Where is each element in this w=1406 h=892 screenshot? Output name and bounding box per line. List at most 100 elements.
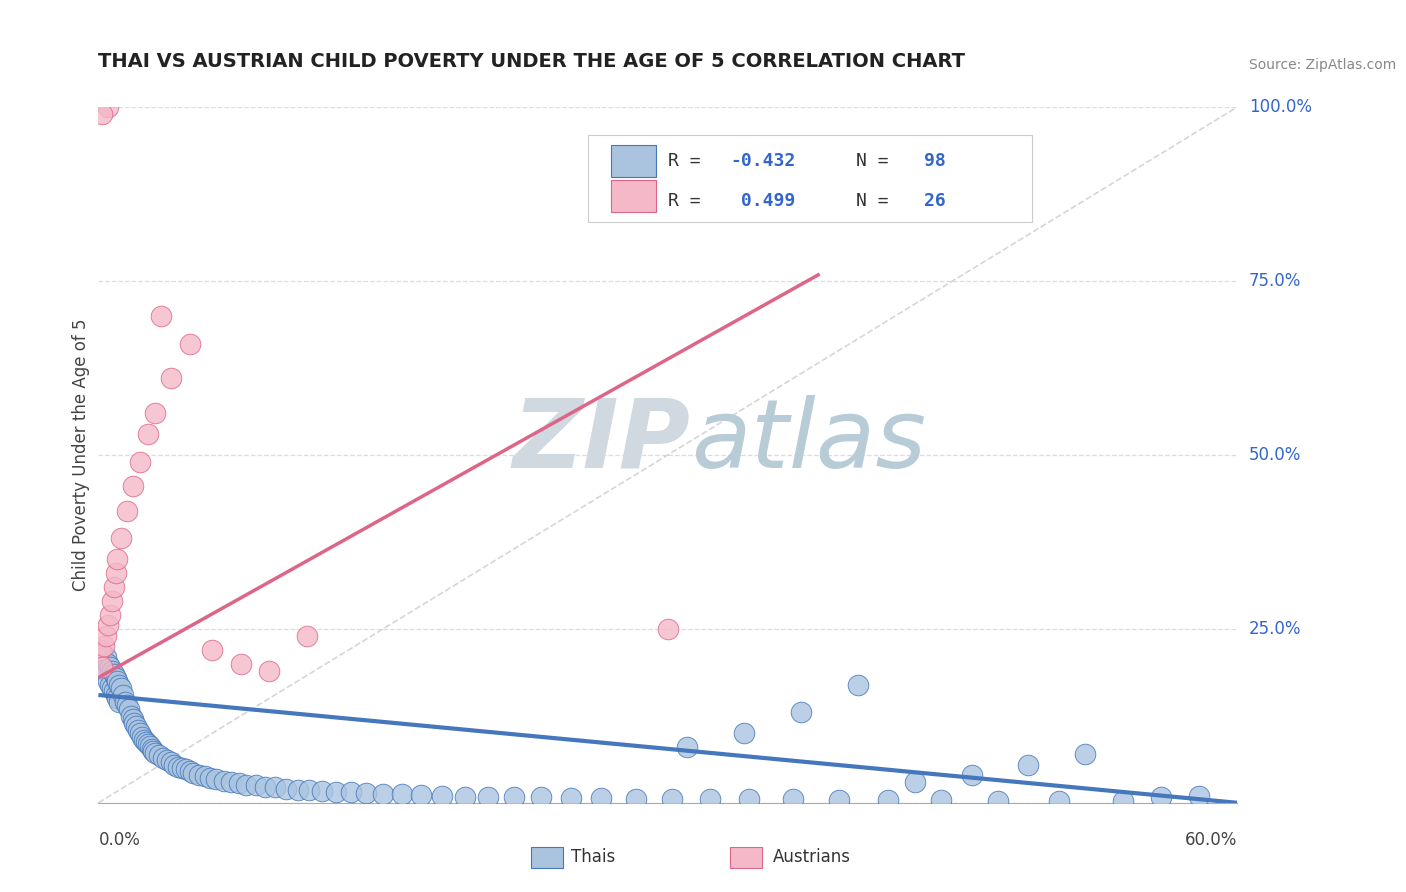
Point [904, 775, 927, 789]
Text: R =: R = [668, 192, 711, 210]
Text: N =: N = [856, 152, 900, 169]
Point [89, 642, 111, 657]
Point [259, 664, 281, 678]
Point [142, 744, 165, 758]
Point [170, 761, 193, 775]
Point [150, 309, 173, 323]
Point [107, 691, 129, 706]
Text: ZIP: ZIP [513, 394, 690, 488]
Point [97, 100, 120, 114]
Point [929, 793, 952, 807]
Point [325, 785, 347, 799]
Point [298, 783, 321, 797]
Point [91, 107, 114, 121]
Point [430, 789, 453, 803]
Point [89, 642, 111, 657]
Point [107, 674, 129, 689]
Text: 26: 26 [924, 192, 946, 210]
Point [100, 681, 122, 695]
Text: 0.0%: 0.0% [98, 830, 141, 848]
Point [93, 653, 115, 667]
Point [733, 726, 755, 740]
Point [145, 746, 167, 760]
Point [94, 629, 117, 643]
Bar [612, 180, 657, 212]
Point [264, 780, 287, 795]
Point [98, 660, 121, 674]
Point [124, 715, 146, 730]
Point [156, 753, 179, 767]
Point [115, 503, 138, 517]
Point [235, 778, 257, 792]
Point [254, 780, 277, 794]
Point [127, 723, 149, 737]
Point [245, 778, 267, 793]
Point [229, 657, 252, 671]
Point [131, 730, 153, 744]
Text: 98: 98 [924, 152, 946, 169]
Point [846, 677, 869, 691]
Text: -0.432: -0.432 [731, 152, 796, 169]
Point [121, 479, 143, 493]
Point [782, 792, 804, 806]
Point [132, 733, 155, 747]
Point [136, 427, 159, 442]
Point [287, 782, 309, 797]
Point [960, 768, 983, 782]
Y-axis label: Child Poverty Under the Age of 5: Child Poverty Under the Age of 5 [72, 318, 90, 591]
Text: 75.0%: 75.0% [1249, 272, 1301, 290]
Point [103, 684, 125, 698]
Point [103, 580, 125, 594]
Point [108, 677, 131, 691]
Point [129, 455, 152, 469]
Point [91, 646, 114, 660]
Point [167, 759, 190, 773]
Point [877, 793, 900, 807]
Point [391, 788, 413, 802]
Point [188, 768, 211, 782]
Point [311, 784, 333, 798]
Point [228, 776, 250, 790]
Point [121, 712, 143, 726]
Point [454, 789, 477, 804]
Point [183, 765, 205, 780]
Point [91, 660, 114, 674]
Point [94, 664, 117, 678]
Point [987, 794, 1010, 808]
Point [1150, 790, 1173, 805]
Point [179, 336, 201, 351]
Point [152, 750, 174, 764]
Point [115, 698, 138, 713]
Point [93, 639, 115, 653]
Point [136, 737, 159, 751]
Point [676, 740, 699, 755]
Text: R =: R = [668, 152, 711, 169]
Point [1047, 794, 1070, 808]
Point [200, 771, 222, 785]
Point [1018, 757, 1040, 772]
Point [371, 787, 394, 801]
Text: THAI VS AUSTRIAN CHILD POVERTY UNDER THE AGE OF 5 CORRELATION CHART: THAI VS AUSTRIAN CHILD POVERTY UNDER THE… [98, 53, 966, 71]
Point [591, 791, 613, 805]
Text: 50.0%: 50.0% [1249, 446, 1301, 464]
Text: 60.0%: 60.0% [1185, 830, 1237, 848]
Point [1074, 747, 1097, 761]
Point [110, 532, 132, 546]
Point [129, 726, 152, 740]
Point [135, 734, 157, 748]
Point [221, 775, 243, 789]
Point [477, 789, 499, 804]
Bar [612, 145, 657, 177]
Point [125, 719, 148, 733]
Text: 25.0%: 25.0% [1249, 620, 1301, 638]
FancyBboxPatch shape [588, 135, 1032, 222]
Bar [531, 847, 562, 868]
Point [97, 657, 120, 671]
Text: 100.0%: 100.0% [1249, 98, 1312, 116]
Point [98, 607, 121, 622]
Point [112, 688, 135, 702]
Point [104, 688, 127, 702]
Text: Source: ZipAtlas.com: Source: ZipAtlas.com [1250, 58, 1396, 72]
Point [104, 671, 127, 685]
Point [738, 792, 761, 806]
